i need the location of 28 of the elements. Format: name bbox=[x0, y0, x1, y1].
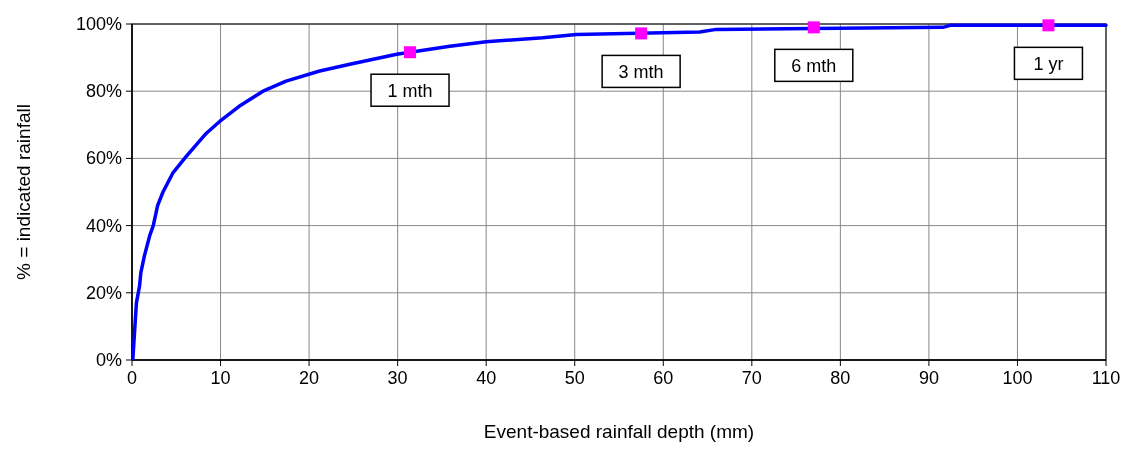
annotation: 1 mth bbox=[387, 81, 433, 102]
y-axis-title: % = indicated rainfall bbox=[13, 104, 34, 280]
x-tick-label: 110 bbox=[1091, 368, 1121, 388]
x-tick-label: 80 bbox=[830, 368, 851, 388]
y-tick-label: 100% bbox=[75, 14, 122, 34]
annotation: 3 mth bbox=[618, 62, 664, 83]
x-tick-label: 60 bbox=[653, 368, 674, 388]
x-axis-title: Event-based rainfall depth (mm) bbox=[483, 421, 755, 442]
point bbox=[1042, 19, 1055, 32]
x-tick-label: 40 bbox=[476, 368, 497, 388]
y-tick-label: 40% bbox=[85, 215, 122, 236]
y-tick-label: 80% bbox=[85, 81, 122, 102]
x-tick-label: 90 bbox=[918, 368, 939, 388]
annotation: 6 mth bbox=[791, 56, 837, 77]
point bbox=[635, 27, 648, 40]
x-tick-label: 10 bbox=[210, 368, 231, 388]
y-tick-label: 0% bbox=[95, 350, 122, 370]
x-tick-label: 30 bbox=[387, 368, 408, 388]
x-tick-label: 100 bbox=[1002, 368, 1033, 388]
annotation: 1 yr bbox=[1033, 54, 1064, 75]
x-tick-label: 20 bbox=[299, 368, 320, 388]
y-tick-label: 60% bbox=[85, 148, 122, 169]
point bbox=[807, 21, 820, 34]
x-tick-label: 70 bbox=[741, 368, 762, 388]
point bbox=[404, 46, 417, 59]
x-tick-label: 0 bbox=[126, 368, 138, 388]
x-tick-label: 50 bbox=[564, 368, 585, 388]
y-tick-label: 20% bbox=[85, 282, 122, 303]
